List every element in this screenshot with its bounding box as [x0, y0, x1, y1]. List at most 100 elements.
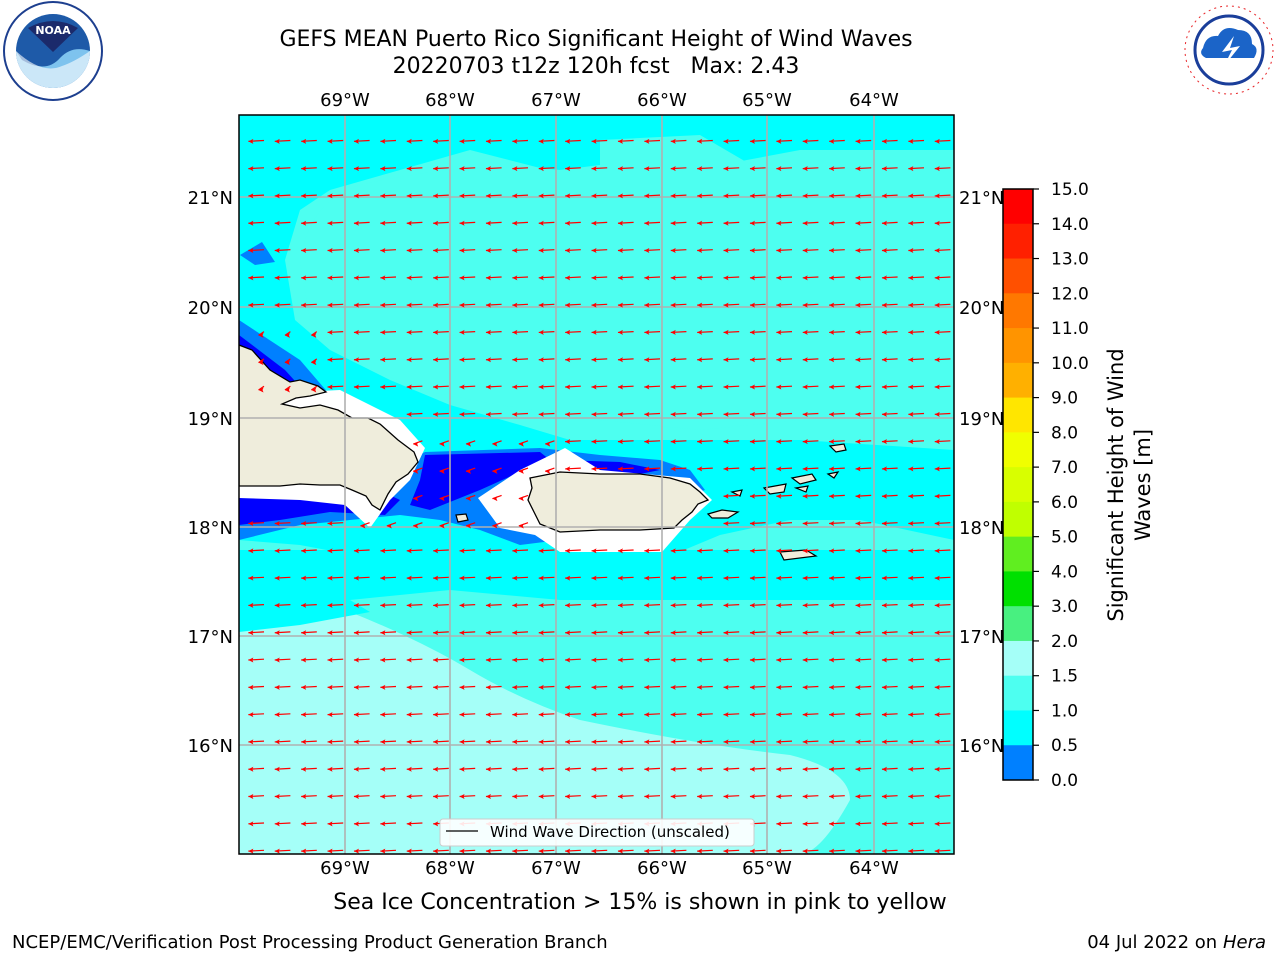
- wave-arrow-head: [380, 384, 386, 390]
- wave-arrow-head: [380, 193, 386, 199]
- wave-arrow-head: [670, 275, 676, 281]
- wave-arrow-head: [934, 357, 940, 363]
- wave-arrow-head: [538, 739, 544, 745]
- wave-arrow-head: [749, 302, 755, 308]
- wave-arrow-head: [353, 275, 359, 281]
- wave-arrow-head: [433, 138, 439, 144]
- wave-arrow-head: [591, 220, 597, 226]
- wave-arrow-head: [301, 684, 307, 690]
- wave-arrow-head: [670, 794, 676, 800]
- wave-arrow-head: [855, 275, 861, 281]
- wave-arrow-head: [829, 712, 835, 718]
- wave-arrow-head: [829, 329, 835, 335]
- wave-arrow-head: [433, 275, 439, 281]
- wave-arrow-head: [723, 302, 729, 308]
- wave-arrow-head: [934, 493, 940, 499]
- wave-arrow-head: [908, 248, 914, 254]
- wave-arrow-head: [565, 329, 571, 335]
- colorbar-tick-label: 3.0: [1051, 597, 1078, 617]
- colorbar-segment: [1003, 362, 1033, 399]
- wave-arrow-head: [248, 739, 254, 745]
- wave-arrow-head: [776, 821, 782, 827]
- wave-arrow-head: [802, 493, 808, 499]
- wind-wave-direction-arrows: [248, 138, 951, 854]
- wave-arrow-head: [284, 360, 290, 366]
- wave-arrow-head: [591, 439, 597, 445]
- wave-arrow-head: [353, 766, 359, 772]
- wave-arrow-head: [353, 166, 359, 172]
- wave-arrow-head: [433, 766, 439, 772]
- wave-arrow-head: [565, 166, 571, 172]
- colorbar-tick-label: 0.0: [1051, 771, 1078, 791]
- wave-arrow-head: [439, 523, 445, 529]
- colorbar-segment: [1003, 536, 1033, 572]
- wave-arrow-head: [908, 493, 914, 499]
- wave-arrow-head: [617, 166, 623, 172]
- wave-arrow-head: [406, 657, 412, 663]
- wave-arrow-head: [749, 466, 755, 472]
- wave-arrow-head: [829, 302, 835, 308]
- wave-arrow-head: [855, 439, 861, 445]
- wave-arrow-head: [591, 302, 597, 308]
- colorbar-tick-label: 6.0: [1051, 493, 1078, 513]
- wave-arrow-head: [908, 848, 914, 854]
- wave-arrow-head: [829, 493, 835, 499]
- wave-arrow-head: [565, 848, 571, 854]
- wave-arrow-head: [776, 548, 782, 554]
- wave-arrow-head: [749, 357, 755, 363]
- wave-arrow-head: [802, 466, 808, 472]
- wave-arrow-head: [538, 166, 544, 172]
- wave-arrow-head: [380, 848, 386, 854]
- wave-arrow-head: [591, 684, 597, 690]
- wave-arrow-head: [274, 166, 280, 172]
- wave-arrow-head: [617, 248, 623, 254]
- wave-arrow-head: [908, 630, 914, 636]
- wave-arrow-head: [248, 766, 254, 772]
- wave-arrow-head: [802, 275, 808, 281]
- wave-arrow-head: [617, 548, 623, 554]
- wave-arrow-head: [697, 575, 703, 581]
- wave-arrow-head: [565, 657, 571, 663]
- wave-arrow-head: [311, 360, 317, 366]
- colorbar-tick-label: 8.0: [1051, 423, 1078, 443]
- wave-arrow-head: [459, 712, 465, 718]
- wave-arrow-head: [881, 220, 887, 226]
- wave-arrow-head: [274, 575, 280, 581]
- wave-arrow-head: [565, 439, 571, 445]
- wave-arrow-head: [518, 468, 524, 474]
- wave-arrow-head: [829, 166, 835, 172]
- wave-arrow-head: [538, 766, 544, 772]
- wave-arrow-head: [934, 329, 940, 335]
- wave-arrow-head: [459, 384, 465, 390]
- wave-arrow-head: [353, 630, 359, 636]
- wave-arrow-head: [565, 275, 571, 281]
- wave-arrow-head: [406, 357, 412, 363]
- wave-arrow-head: [802, 602, 808, 608]
- colorbar-segment: [1003, 189, 1033, 225]
- lon-label-top-2: 68°W: [425, 90, 475, 111]
- wave-arrow-head: [512, 302, 518, 308]
- wave-arrow-head: [301, 766, 307, 772]
- wave-arrow-head: [459, 548, 465, 554]
- wave-arrow-head: [644, 602, 650, 608]
- wave-arrow-head: [697, 302, 703, 308]
- wave-arrow-head: [433, 357, 439, 363]
- wave-arrow-head: [723, 521, 729, 527]
- wave-arrow-head: [274, 193, 280, 199]
- wave-arrow-head: [855, 193, 861, 199]
- wave-arrow-head: [406, 275, 412, 281]
- wave-arrow-head: [406, 821, 412, 827]
- wave-arrow-head: [749, 848, 755, 854]
- wave-arrow-head: [881, 138, 887, 144]
- wave-arrow-head: [301, 575, 307, 581]
- wave-arrow-head: [776, 357, 782, 363]
- wave-arrow-head: [433, 248, 439, 254]
- wave-arrow-head: [512, 712, 518, 718]
- wave-arrow-head: [697, 684, 703, 690]
- wave-arrow-head: [908, 439, 914, 445]
- wave-arrow-head: [697, 548, 703, 554]
- wave-arrow-head: [776, 684, 782, 690]
- wave-arrow-head: [802, 220, 808, 226]
- wave-arrow-head: [248, 684, 254, 690]
- wave-arrow-head: [258, 332, 264, 338]
